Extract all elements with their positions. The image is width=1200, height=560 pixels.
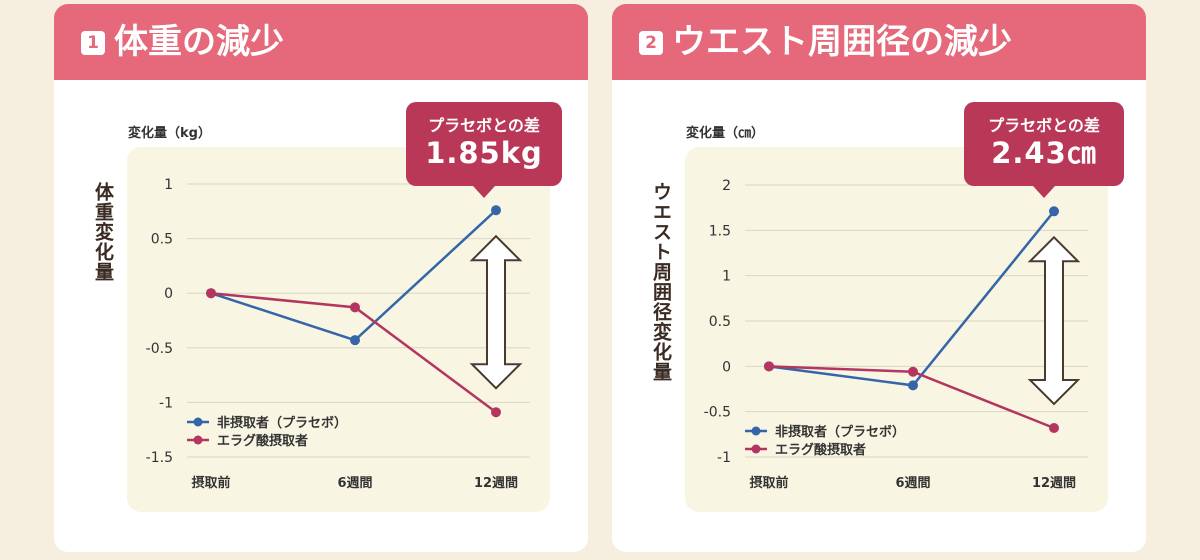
data-point-placebo [1049,206,1059,217]
data-point-placebo [491,205,501,216]
data-point-placebo [908,380,918,391]
x-category-label: 12週間 [1032,476,1076,491]
callout-label: プラセボとの差 [988,116,1100,135]
data-point-ellagic [350,302,360,313]
waist-loss-panel: 2 ウエスト周囲径の減少 変化量（㎝） ウエスト周囲径変化量 2 1.5 1 0.5 0… [612,4,1146,552]
weight-loss-panel: 1 体重の減少 変化量（kg） 体重変化量 1 0.5 0 -0.5 -1 -1.5 摂取前… [54,4,588,552]
chart: 2 1.5 1 0.5 0 -0.5 -1 摂取前 6週間 12週間 非摂取者（プラセボ） エラグ酸摂… [704,178,1088,491]
panel-header: 1 体重の減少 [54,4,588,80]
difference-arrow [469,234,523,390]
panel-number-badge: 2 [639,31,663,55]
y-tick-label: 1 [722,269,731,285]
legend-label-ellagic: エラグ酸摂取者 [217,433,308,449]
y-tick-label: -1 [159,395,173,411]
data-point-ellagic [1049,422,1059,433]
callout-value: 2.43㎝ [991,136,1097,170]
y-tick-label: -0.5 [704,405,731,421]
difference-callout: プラセボとの差 1.85kg [406,102,562,198]
y-tick-label: 1.5 [709,223,731,239]
data-point-ellagic [206,288,216,299]
x-category-label: 12週間 [474,476,518,491]
y-unit-label: 変化量（kg） [128,126,211,141]
legend-marker-placebo [193,417,203,427]
data-point-ellagic [764,361,774,372]
series-line-placebo [210,209,497,342]
callout-label: プラセボとの差 [428,116,540,135]
y-tick-label: 0.5 [709,314,731,330]
data-point-placebo [350,335,360,346]
panel-title: ウエスト周囲径の減少 [672,22,1012,62]
chart: 1 0.5 0 -0.5 -1 -1.5 摂取前 6週間 12週間 非摂取者（プラセボ） エラグ酸摂… [146,177,530,491]
legend-marker-ellagic [193,435,203,445]
x-category-label: 摂取前 [749,475,788,491]
y-unit-label: 変化量（㎝） [686,126,765,141]
y-axis-title: ウエスト周囲径変化量 [650,182,672,382]
difference-arrow [1027,235,1081,406]
y-tick-label: 0 [164,286,173,302]
legend-label-ellagic: エラグ酸摂取者 [775,442,866,458]
series-line-placebo [768,210,1055,387]
x-category-label: 6週間 [895,476,930,491]
panel-title: 体重の減少 [114,22,284,62]
legend-marker-placebo [751,426,761,436]
y-axis-title: 体重変化量 [92,182,114,282]
callout-value: 1.85kg [425,136,543,170]
y-tick-label: 2 [722,178,731,194]
legend-marker-ellagic [751,444,761,454]
x-category-label: 摂取前 [191,475,230,491]
data-point-ellagic [491,407,501,418]
legend-label-placebo: 非摂取者（プラセボ） [217,415,347,431]
legend-label-placebo: 非摂取者（プラセボ） [775,424,905,440]
y-tick-label: 1 [164,177,173,193]
panel-header: 2 ウエスト周囲径の減少 [612,4,1146,80]
difference-callout: プラセボとの差 2.43㎝ [964,102,1124,198]
y-tick-label: 0.5 [151,232,173,248]
plot-background [127,147,550,512]
y-tick-label: -1 [717,450,731,466]
y-tick-label: -0.5 [146,341,173,357]
y-tick-label: 0 [722,359,731,375]
panel-number-badge: 1 [81,31,105,55]
data-point-ellagic [908,366,918,377]
x-category-label: 6週間 [337,476,372,491]
y-tick-label: -1.5 [146,450,173,466]
